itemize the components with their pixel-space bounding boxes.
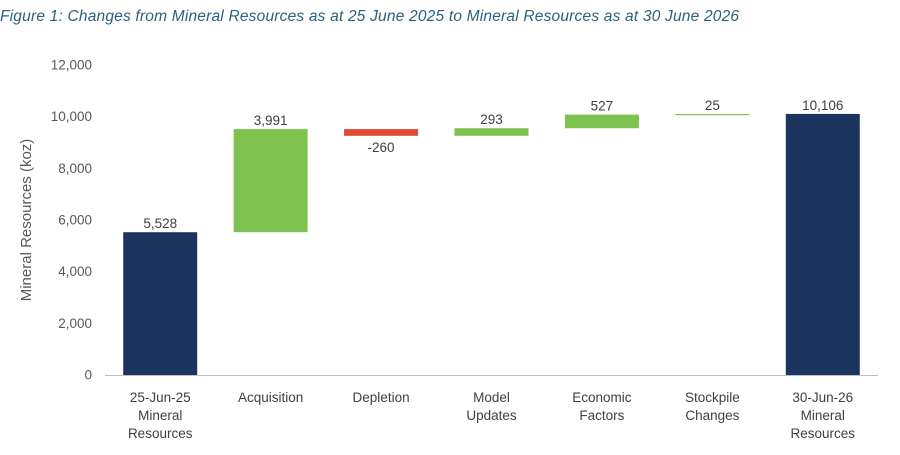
x-category-label: Updates — [466, 408, 517, 423]
x-category-label: Depletion — [353, 390, 410, 405]
data-label: 10,106 — [802, 98, 843, 113]
x-category-label: Acquisition — [238, 390, 303, 405]
y-tick-label: 2,000 — [58, 316, 92, 331]
x-category-label: Mineral — [801, 408, 845, 423]
x-category-label: Economic — [572, 390, 632, 405]
data-label: 3,991 — [254, 113, 288, 128]
data-label: 25 — [705, 98, 720, 113]
data-label: 5,528 — [143, 216, 177, 231]
y-axis-title: Mineral Resources (koz) — [18, 139, 35, 302]
x-category-label: 25-Jun-25 — [130, 390, 191, 405]
total-bar — [785, 113, 860, 375]
x-category-label: Resources — [128, 426, 193, 441]
x-category-label: Resources — [791, 426, 856, 441]
data-label: 527 — [591, 99, 614, 114]
x-category-label: Model — [473, 390, 510, 405]
data-label: -260 — [368, 140, 395, 155]
x-category-label: Mineral — [138, 408, 182, 423]
increase-bar — [675, 113, 750, 116]
x-category-label: Changes — [685, 408, 739, 423]
y-tick-label: 12,000 — [51, 58, 92, 73]
y-tick-label: 0 — [84, 368, 92, 383]
x-category-label: 30-Jun-26 — [792, 390, 853, 405]
total-bar — [123, 232, 198, 375]
data-label: 293 — [480, 112, 503, 127]
y-tick-label: 10,000 — [51, 109, 92, 124]
y-tick-label: 6,000 — [58, 213, 92, 228]
y-tick-label: 8,000 — [58, 161, 92, 176]
increase-bar — [233, 129, 308, 233]
y-tick-label: 4,000 — [58, 264, 92, 279]
increase-bar — [564, 114, 639, 129]
figure-title: Figure 1: Changes from Mineral Resources… — [0, 8, 740, 25]
increase-bar — [454, 128, 529, 136]
decrease-bar — [344, 129, 419, 136]
x-category-label: Factors — [579, 408, 624, 423]
x-category-label: Stockpile — [685, 390, 740, 405]
